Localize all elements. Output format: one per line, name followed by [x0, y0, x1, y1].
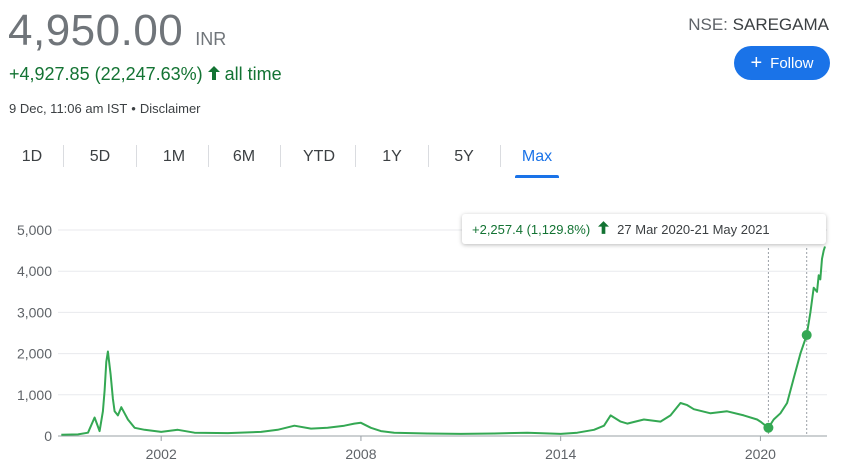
quote-meta: 9 Dec, 11:06 am IST • Disclaimer: [9, 101, 201, 116]
ticker-label: NSE: SAREGAMA: [688, 15, 829, 35]
tab-1y[interactable]: 1Y: [382, 148, 402, 165]
range-tabs: 1D 5D 1M 6M YTD 1Y 5Y Max: [0, 138, 600, 178]
exchange-label: NSE:: [688, 15, 728, 34]
x-tick-label: 2002: [146, 446, 177, 462]
arrow-up-icon: [207, 64, 220, 85]
tooltip-range: 27 Mar 2020-21 May 2021: [617, 221, 770, 237]
y-tick-label: 1,000: [17, 387, 52, 403]
range-tooltip: +2,257.4 (1,129.8%) 27 Mar 2020-21 May 2…: [462, 214, 826, 244]
price-change: +4,927.85 (22,247.63%) all time: [9, 64, 282, 85]
tab-divider: [208, 145, 209, 167]
tab-5y[interactable]: 5Y: [454, 148, 474, 165]
tab-divider: [63, 145, 64, 167]
follow-label: Follow: [770, 54, 814, 72]
tab-1m[interactable]: 1M: [162, 148, 186, 165]
disclaimer-link[interactable]: Disclaimer: [139, 101, 201, 116]
tab-1d[interactable]: 1D: [21, 148, 43, 165]
range-point: [763, 422, 774, 433]
y-tick-label: 3,000: [17, 304, 52, 320]
tab-divider: [355, 145, 356, 167]
tab-ytd[interactable]: YTD: [303, 148, 335, 165]
price-line: [61, 246, 826, 436]
tab-divider: [136, 145, 137, 167]
tab-max[interactable]: Max: [515, 138, 559, 178]
x-tick-label: 2020: [745, 446, 776, 462]
x-tick-label: 2008: [345, 446, 376, 462]
change-period: all time: [224, 64, 282, 84]
quote-timestamp: 9 Dec, 11:06 am IST: [9, 101, 128, 116]
x-tick-label: 2014: [545, 446, 576, 462]
price-currency: INR: [195, 29, 227, 49]
tab-divider: [500, 145, 501, 167]
tab-5d[interactable]: 5D: [89, 148, 111, 165]
y-tick-label: 0: [44, 428, 52, 444]
tooltip-change: +2,257.4 (1,129.8%): [472, 221, 591, 237]
arrow-up-icon: [598, 221, 610, 237]
range-point: [801, 330, 812, 341]
tab-divider: [280, 145, 281, 167]
tab-6m[interactable]: 6M: [232, 148, 256, 165]
y-tick-label: 4,000: [17, 263, 52, 279]
y-tick-label: 2,000: [17, 346, 52, 362]
price-header: 4,950.00 INR: [8, 6, 226, 56]
plus-icon: +: [750, 52, 763, 74]
y-tick-label: 5,000: [17, 222, 52, 238]
price-value: 4,950.00: [8, 6, 184, 55]
tab-divider: [428, 145, 429, 167]
follow-button[interactable]: + Follow: [734, 46, 830, 80]
separator-dot: •: [131, 101, 136, 116]
symbol-label: SAREGAMA: [732, 15, 829, 34]
change-value: +4,927.85 (22,247.63%): [9, 64, 203, 84]
